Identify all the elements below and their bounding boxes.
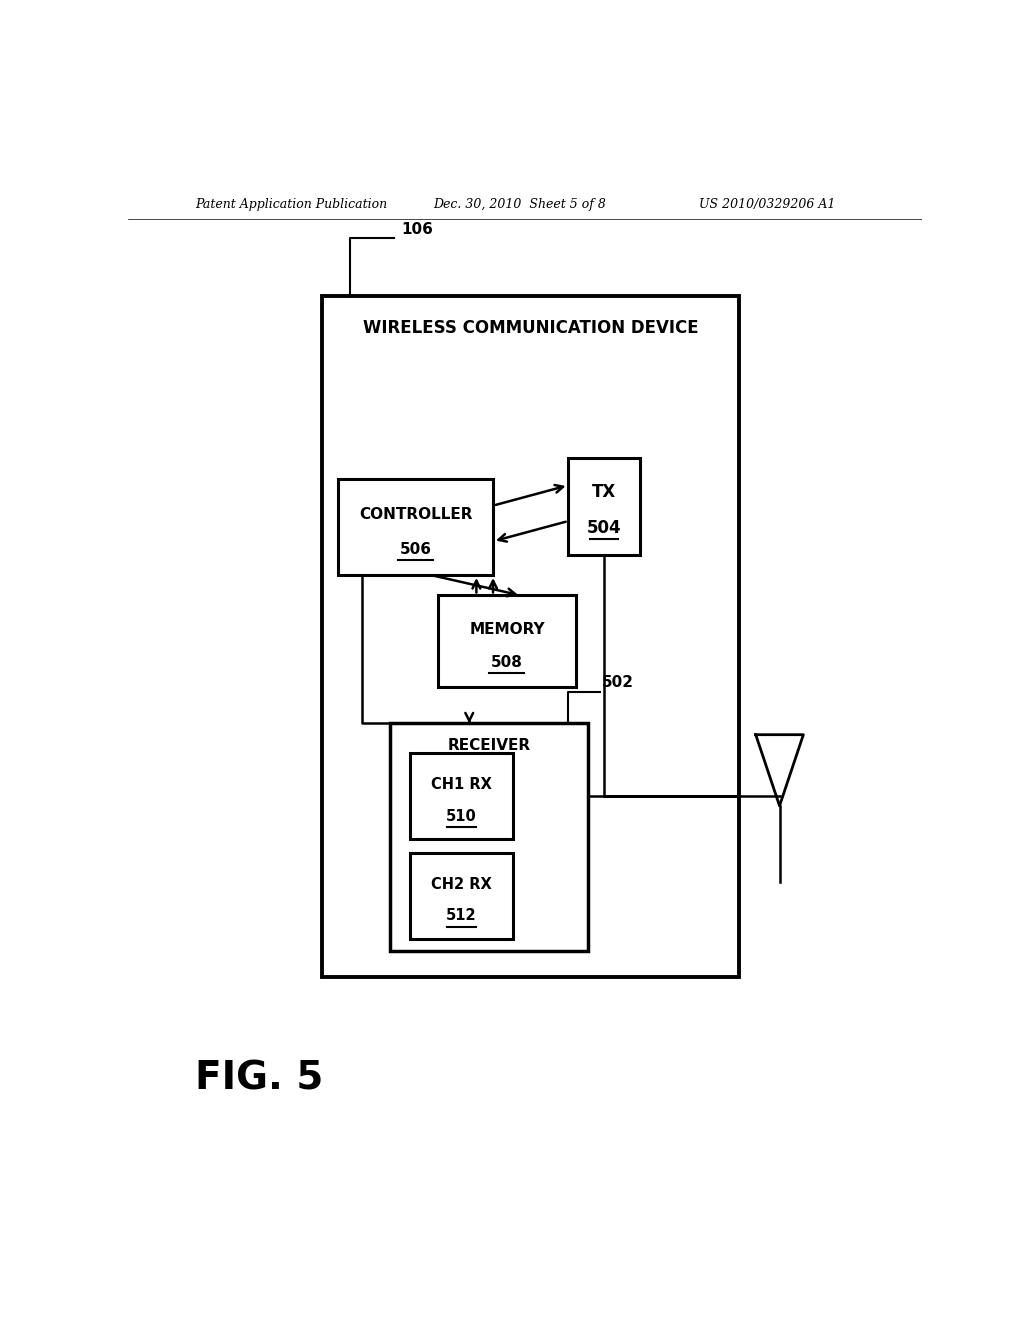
- Text: 506: 506: [399, 541, 432, 557]
- Text: Patent Application Publication: Patent Application Publication: [196, 198, 387, 211]
- Text: CH2 RX: CH2 RX: [431, 876, 492, 892]
- FancyBboxPatch shape: [323, 296, 739, 977]
- Text: Dec. 30, 2010  Sheet 5 of 8: Dec. 30, 2010 Sheet 5 of 8: [433, 198, 606, 211]
- FancyBboxPatch shape: [568, 458, 640, 554]
- Text: US 2010/0329206 A1: US 2010/0329206 A1: [699, 198, 836, 211]
- Text: TX: TX: [592, 483, 616, 502]
- Text: 504: 504: [587, 519, 622, 537]
- FancyBboxPatch shape: [410, 752, 513, 840]
- FancyBboxPatch shape: [338, 479, 494, 576]
- FancyBboxPatch shape: [437, 595, 577, 686]
- FancyBboxPatch shape: [390, 722, 588, 952]
- Text: FIG. 5: FIG. 5: [196, 1059, 324, 1097]
- Text: MEMORY: MEMORY: [469, 622, 545, 636]
- Text: 510: 510: [445, 809, 477, 824]
- Text: CH1 RX: CH1 RX: [431, 777, 492, 792]
- Text: WIRELESS COMMUNICATION DEVICE: WIRELESS COMMUNICATION DEVICE: [362, 319, 698, 337]
- Text: CONTROLLER: CONTROLLER: [359, 507, 472, 521]
- Text: 508: 508: [490, 655, 523, 669]
- Text: 502: 502: [602, 675, 634, 690]
- Text: 512: 512: [446, 908, 476, 923]
- Text: RECEIVER: RECEIVER: [447, 738, 530, 754]
- FancyBboxPatch shape: [410, 853, 513, 939]
- Text: 106: 106: [401, 222, 434, 236]
